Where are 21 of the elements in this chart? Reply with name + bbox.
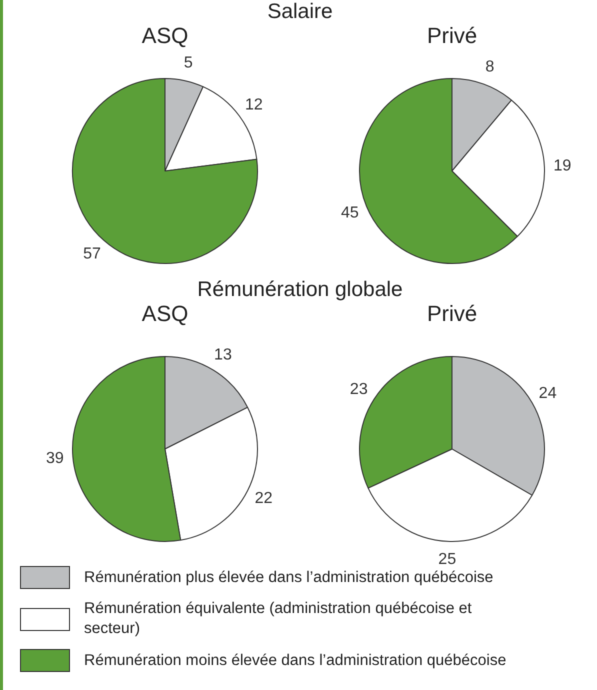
chart-title: Rémunération globale — [196, 278, 404, 302]
data-label: 22 — [254, 490, 273, 508]
chart-subtitle: ASQ — [140, 301, 190, 326]
data-label: 23 — [350, 381, 368, 398]
data-label: 25 — [438, 550, 456, 568]
legend-label: Rémunération moins élevée dans l’administration québécoise — [84, 650, 508, 670]
legend-label: Rémunération plus élevée dans l’administration québécoise — [84, 568, 494, 588]
legend-label: Rémunération équivalente (administration québécoise et secteur) — [84, 599, 473, 639]
data-label: 12 — [244, 96, 263, 114]
data-label: 13 — [214, 346, 232, 364]
data-label: 24 — [538, 385, 557, 402]
chart-subtitle: Privé — [426, 23, 478, 48]
data-label: 5 — [184, 54, 193, 72]
data-label: 57 — [83, 245, 101, 262]
data-label: 39 — [46, 450, 64, 467]
data-label: 45 — [341, 204, 359, 222]
data-label: 8 — [485, 58, 494, 76]
chart-subtitle: ASQ — [140, 23, 190, 48]
chart-title: Salaire — [266, 0, 334, 24]
chart-subtitle: Privé — [426, 301, 478, 326]
data-label: 19 — [553, 158, 572, 175]
